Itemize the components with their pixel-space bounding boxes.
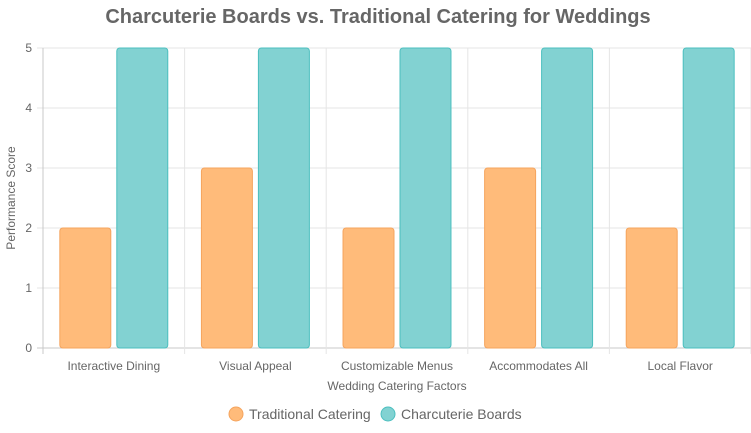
y-tick-label: 3 bbox=[25, 161, 32, 175]
legend-swatch bbox=[380, 406, 396, 422]
y-axis-label: Performance Score bbox=[4, 146, 18, 250]
bar[interactable] bbox=[342, 227, 395, 349]
bar[interactable] bbox=[625, 227, 678, 349]
x-axis-label: Wedding Catering Factors bbox=[327, 379, 466, 393]
bars bbox=[59, 47, 735, 349]
legend-swatch bbox=[228, 406, 244, 422]
x-tick-label: Customizable Menus bbox=[341, 359, 453, 373]
legend: Traditional Catering Charcuterie Boards bbox=[228, 406, 522, 422]
y-axis-ticks: 0 1 2 3 4 5 bbox=[25, 41, 32, 355]
bar[interactable] bbox=[541, 47, 594, 349]
bar[interactable] bbox=[257, 47, 310, 349]
x-tick-label: Accommodates All bbox=[489, 359, 588, 373]
legend-label[interactable]: Traditional Catering bbox=[249, 406, 371, 422]
bar[interactable] bbox=[200, 167, 253, 349]
bar[interactable] bbox=[399, 47, 452, 349]
bar[interactable] bbox=[484, 167, 537, 349]
chart-title: Charcuterie Boards vs. Traditional Cater… bbox=[105, 6, 650, 28]
bar[interactable] bbox=[116, 47, 169, 349]
y-tick-label: 2 bbox=[25, 221, 32, 235]
legend-label[interactable]: Charcuterie Boards bbox=[401, 406, 522, 422]
x-axis-ticks: Interactive Dining Visual Appeal Customiza… bbox=[67, 359, 712, 373]
x-tick-label: Visual Appeal bbox=[219, 359, 292, 373]
y-tick-label: 1 bbox=[25, 281, 32, 295]
x-tick-label: Interactive Dining bbox=[67, 359, 160, 373]
bar[interactable] bbox=[59, 227, 112, 349]
y-tick-label: 5 bbox=[25, 41, 32, 55]
x-tick-label: Local Flavor bbox=[648, 359, 713, 373]
bar[interactable] bbox=[682, 47, 735, 349]
y-tick-label: 0 bbox=[25, 341, 32, 355]
y-tick-label: 4 bbox=[25, 101, 32, 115]
